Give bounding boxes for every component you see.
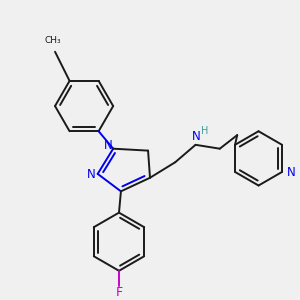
Text: N: N bbox=[86, 168, 95, 182]
Text: N: N bbox=[192, 130, 201, 142]
Text: F: F bbox=[116, 286, 123, 298]
Text: H: H bbox=[201, 126, 208, 136]
Text: N: N bbox=[286, 167, 295, 179]
Text: N: N bbox=[104, 139, 113, 152]
Text: CH₃: CH₃ bbox=[45, 36, 61, 45]
